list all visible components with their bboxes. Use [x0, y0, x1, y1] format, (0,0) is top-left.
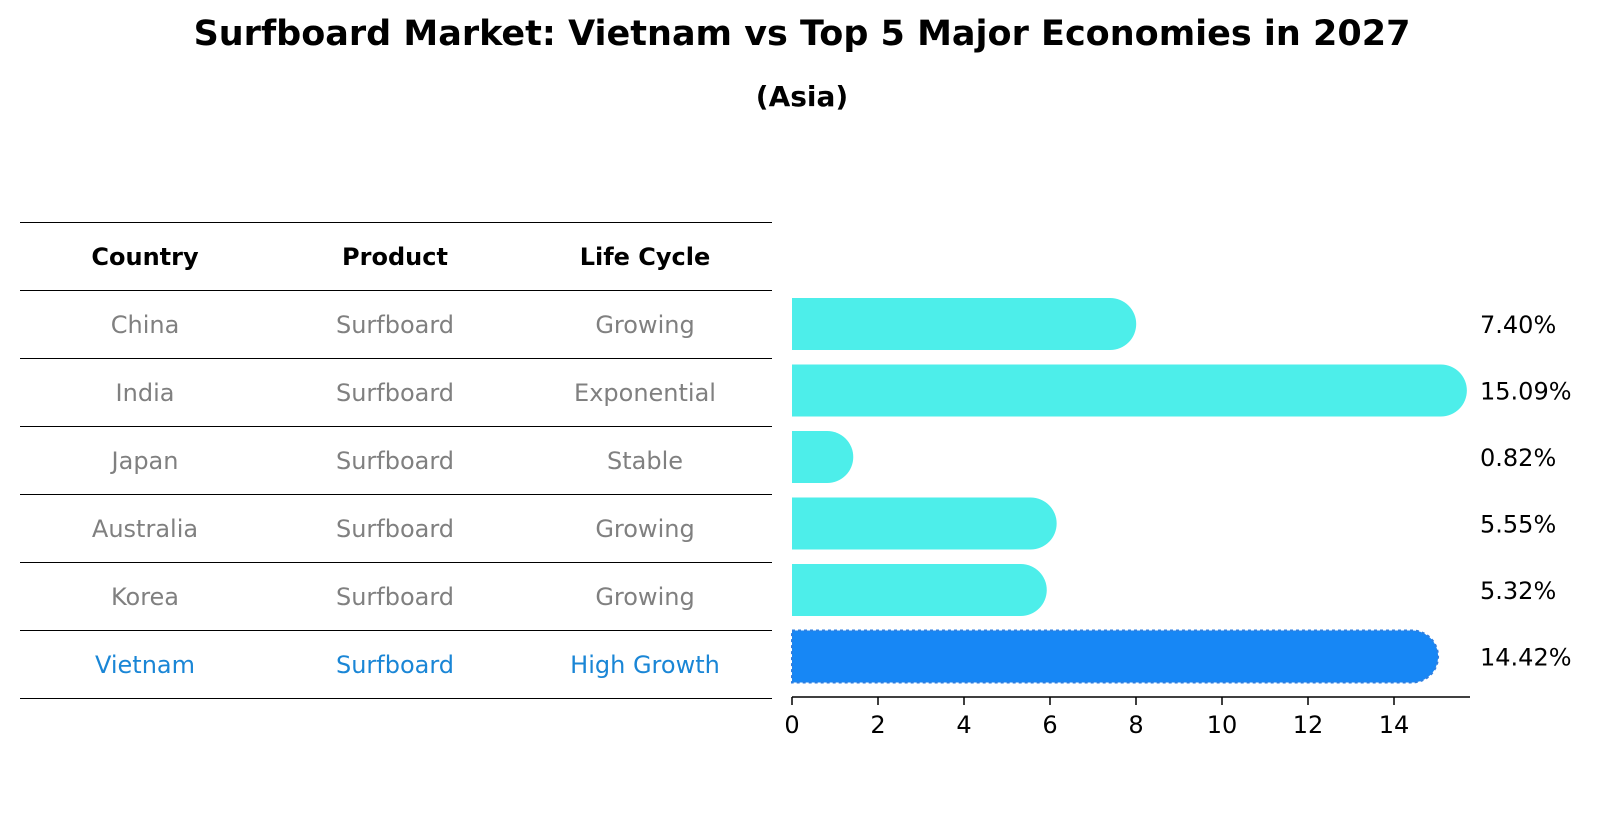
x-tick-label: 0	[784, 711, 799, 739]
x-tick-label: 6	[1042, 711, 1057, 739]
cell-country: Vietnam	[94, 650, 196, 679]
cell-product: Surfboard	[335, 310, 455, 339]
x-tick-label: 2	[870, 711, 885, 739]
cell-country: Japan	[111, 446, 179, 475]
table-header-row: Country Product Life Cycle	[20, 222, 772, 290]
bar-australia	[792, 497, 1057, 550]
cell-life-cycle: Growing	[595, 582, 695, 611]
value-label-japan: 0.82%	[1480, 444, 1556, 472]
x-tick-label: 4	[956, 711, 971, 739]
cell-life-cycle: Stable	[606, 446, 684, 475]
cell-life-cycle: Exponential	[574, 378, 716, 407]
cell-country: India	[115, 378, 175, 407]
cell-country: Australia	[91, 514, 199, 543]
table-row: India Surfboard Exponential	[20, 358, 772, 426]
table-row-highlight: Vietnam Surfboard High Growth	[20, 630, 772, 699]
bar-china	[792, 298, 1137, 350]
cell-country: Korea	[110, 582, 180, 611]
x-tick-label: 8	[1128, 711, 1143, 739]
cell-product: Surfboard	[335, 378, 455, 407]
bar-japan	[792, 431, 854, 483]
bar-korea	[792, 564, 1047, 616]
cell-life-cycle: Growing	[595, 514, 695, 543]
cell-life-cycle: Growing	[595, 310, 695, 339]
header-life-cycle: Life Cycle	[579, 242, 711, 271]
bar-vietnam	[791, 629, 1440, 684]
bar-india	[792, 364, 1467, 417]
value-label-india: 15.09%	[1480, 378, 1572, 406]
table-row: Korea Surfboard Growing	[20, 562, 772, 630]
table-row: Australia Surfboard Growing	[20, 494, 772, 562]
cell-product: Surfboard	[335, 582, 455, 611]
chart-subtitle: (Asia)	[755, 80, 849, 113]
chart-title: Surfboard Market: Vietnam vs Top 5 Major…	[193, 14, 1411, 54]
table-row: China Surfboard Growing	[20, 290, 772, 358]
value-label-vietnam: 14.42%	[1480, 644, 1572, 672]
cell-product: Surfboard	[335, 514, 455, 543]
value-label-china: 7.40%	[1480, 311, 1556, 339]
header-product: Product	[342, 242, 448, 271]
table-row: Japan Surfboard Stable	[20, 426, 772, 494]
cell-product: Surfboard	[335, 446, 455, 475]
x-tick-label: 10	[1207, 711, 1238, 739]
data-table: Country Product Life Cycle China Surfboa…	[20, 222, 772, 699]
cell-product: Surfboard	[335, 650, 455, 679]
x-tick-label: 12	[1293, 711, 1324, 739]
cell-life-cycle: High Growth	[570, 650, 720, 679]
value-label-australia: 5.55%	[1480, 511, 1556, 539]
cell-country: China	[110, 310, 180, 339]
header-country: Country	[91, 242, 199, 271]
x-tick-label: 14	[1379, 711, 1410, 739]
value-label-korea: 5.32%	[1480, 577, 1556, 605]
